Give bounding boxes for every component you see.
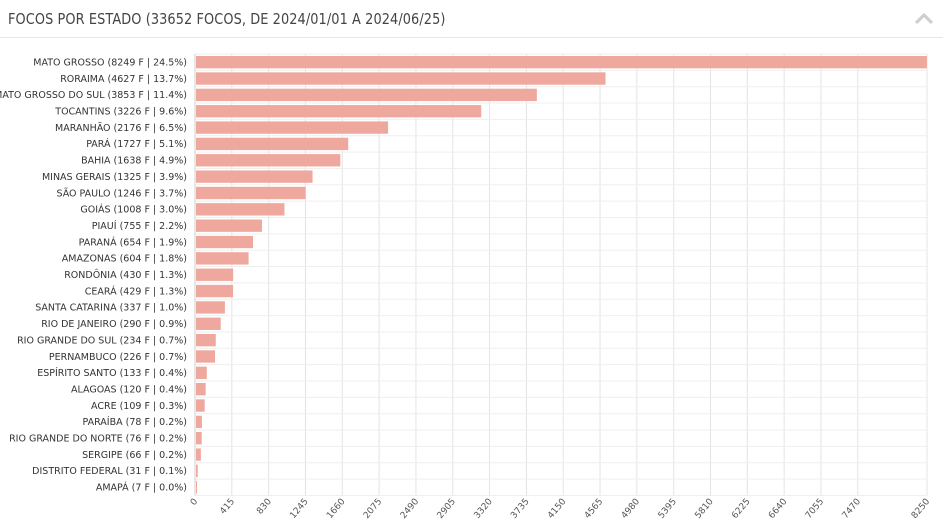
category-label: ACRE (109 F | 0.3%) [91, 401, 187, 412]
x-tick-label: 4565 [583, 497, 605, 521]
x-tick-label: 5395 [657, 497, 679, 521]
category-label: AMAZONAS (604 F | 1.8%) [62, 254, 187, 265]
x-tick-label: 3320 [472, 497, 495, 521]
panel-header: FOCOS POR ESTADO (33652 FOCOS, DE 2024/0… [0, 0, 943, 38]
category-label: CEARÁ (429 F | 1.3%) [85, 285, 187, 297]
bar [196, 137, 349, 151]
bar [196, 186, 306, 200]
bar [196, 154, 341, 167]
bar [196, 170, 313, 183]
x-tick-label: 0 [189, 497, 201, 508]
bar [196, 268, 234, 281]
category-label: RONDÔNIA (430 F | 1.3%) [64, 269, 187, 281]
bar [196, 448, 201, 461]
category-label: BAHIA (1638 F | 4.9%) [81, 156, 187, 167]
category-label: SERGIPE (66 F | 0.2%) [82, 450, 187, 461]
x-tick-label: 7470 [841, 497, 864, 521]
bar [196, 56, 927, 69]
bar [196, 383, 206, 396]
category-label: RIO DE JANEIRO (290 F | 0.9%) [41, 319, 187, 330]
x-tick-label: 7055 [804, 497, 826, 521]
x-tick-label: 2075 [362, 497, 384, 521]
x-tick-label: 4150 [546, 497, 569, 521]
category-label: RORAIMA (4627 F | 13.7%) [60, 74, 187, 85]
bar [196, 105, 482, 118]
x-tick-label: 415 [218, 497, 237, 517]
bar [196, 284, 234, 298]
category-label: MATO GROSSO DO SUL (3853 F | 11.4%) [0, 90, 187, 101]
category-label: RIO GRANDE DO SUL (234 F | 0.7%) [17, 335, 187, 346]
bar [196, 72, 606, 85]
bar [196, 464, 198, 478]
bar-chart: MATO GROSSO (8249 F | 24.5%) RORAIMA (462… [0, 53, 933, 521]
category-label: TOCANTINS (3226 F | 9.6%) [54, 107, 187, 118]
bar [196, 366, 207, 379]
bar [196, 350, 216, 363]
bar [196, 399, 205, 412]
bar [196, 219, 262, 232]
bar [196, 121, 389, 134]
bar [196, 481, 197, 494]
category-label: AMAPÁ (7 F | 0.0%) [96, 482, 187, 494]
category-label: PARAÍBA (78 F | 0.2%) [82, 416, 187, 428]
bar [196, 301, 225, 314]
category-label: MARANHÃO (2176 F | 6.5%) [55, 123, 187, 134]
bar [196, 235, 254, 249]
x-tick-label: 830 [255, 497, 274, 517]
x-tick-label: 6640 [767, 497, 790, 521]
bar [196, 317, 221, 330]
x-tick-label: 1245 [288, 497, 310, 521]
panel-title: FOCOS POR ESTADO (33652 FOCOS, DE 2024/0… [8, 10, 446, 28]
category-label: GOIÁS (1008 F | 3.0%) [80, 204, 187, 216]
category-label: PARANÁ (654 F | 1.9%) [79, 236, 187, 248]
category-label: SANTA CATARINA (337 F | 1.0%) [35, 303, 187, 314]
x-tick-label: 1660 [325, 497, 348, 521]
bar [196, 333, 216, 347]
category-label: ESPÍRITO SANTO (133 F | 0.4%) [37, 367, 187, 379]
category-label: RIO GRANDE DO NORTE (76 F | 0.2%) [9, 434, 187, 445]
bar [196, 252, 249, 265]
category-label: PERNAMBUCO (226 F | 0.7%) [49, 352, 187, 363]
x-tick-label: 2905 [436, 497, 458, 521]
bar [196, 432, 202, 445]
x-tick-label: 6225 [730, 497, 752, 521]
category-label: ALAGOAS (120 F | 0.4%) [71, 384, 187, 395]
bar [196, 88, 537, 102]
collapse-button[interactable] [913, 8, 935, 28]
x-tick-label: 5810 [693, 497, 716, 521]
category-label: MATO GROSSO (8249 F | 24.5%) [33, 57, 187, 68]
bar [196, 415, 202, 429]
x-tick-label: 3735 [509, 497, 531, 521]
category-label: PIAUÍ (755 F | 2.2%) [92, 220, 187, 232]
x-tick-label: 2490 [399, 497, 422, 521]
category-label: PARÁ (1727 F | 5.1%) [86, 138, 187, 150]
bar [196, 203, 285, 216]
x-tick-label: 8250 [910, 497, 933, 521]
x-tick-label: 4980 [620, 497, 643, 521]
chevron-up-icon [915, 13, 933, 24]
category-label: SÃO PAULO (1246 F | 3.7%) [56, 188, 187, 199]
category-label: DISTRITO FEDERAL (31 F | 0.1%) [32, 466, 187, 477]
category-label: MINAS GERAIS (1325 F | 3.9%) [42, 172, 187, 183]
